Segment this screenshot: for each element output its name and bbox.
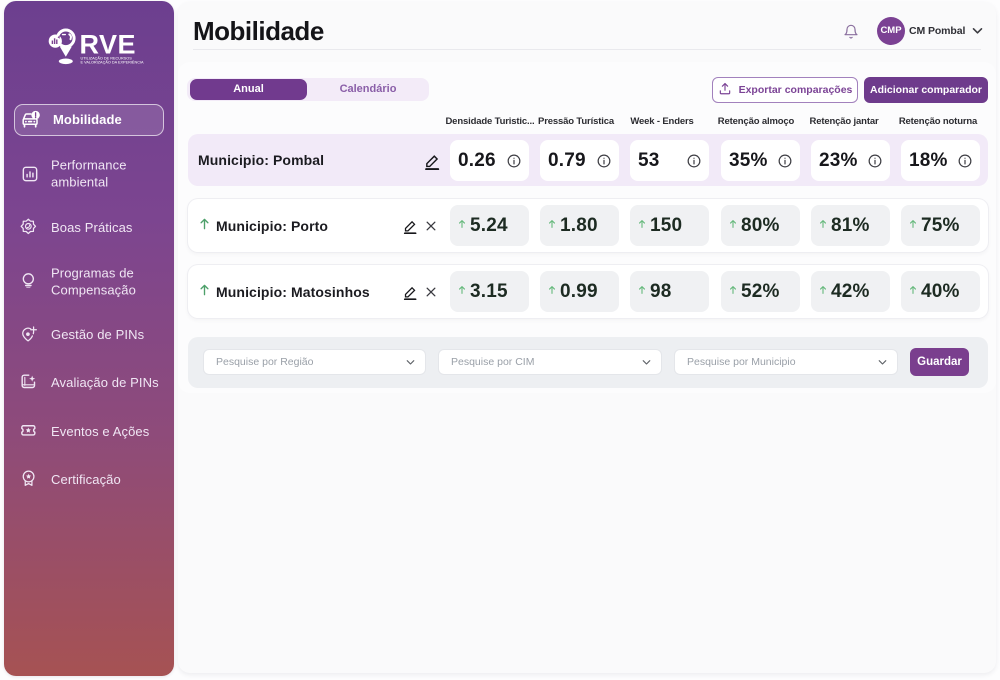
svg-text:RVE: RVE <box>80 30 137 60</box>
svg-text:UTILIZAÇÃO DE RECURSOS: UTILIZAÇÃO DE RECURSOS <box>81 55 133 60</box>
svg-text:E VALORIZAÇÃO DA EXPERIÊNCIA: E VALORIZAÇÃO DA EXPERIÊNCIA <box>81 60 144 65</box>
